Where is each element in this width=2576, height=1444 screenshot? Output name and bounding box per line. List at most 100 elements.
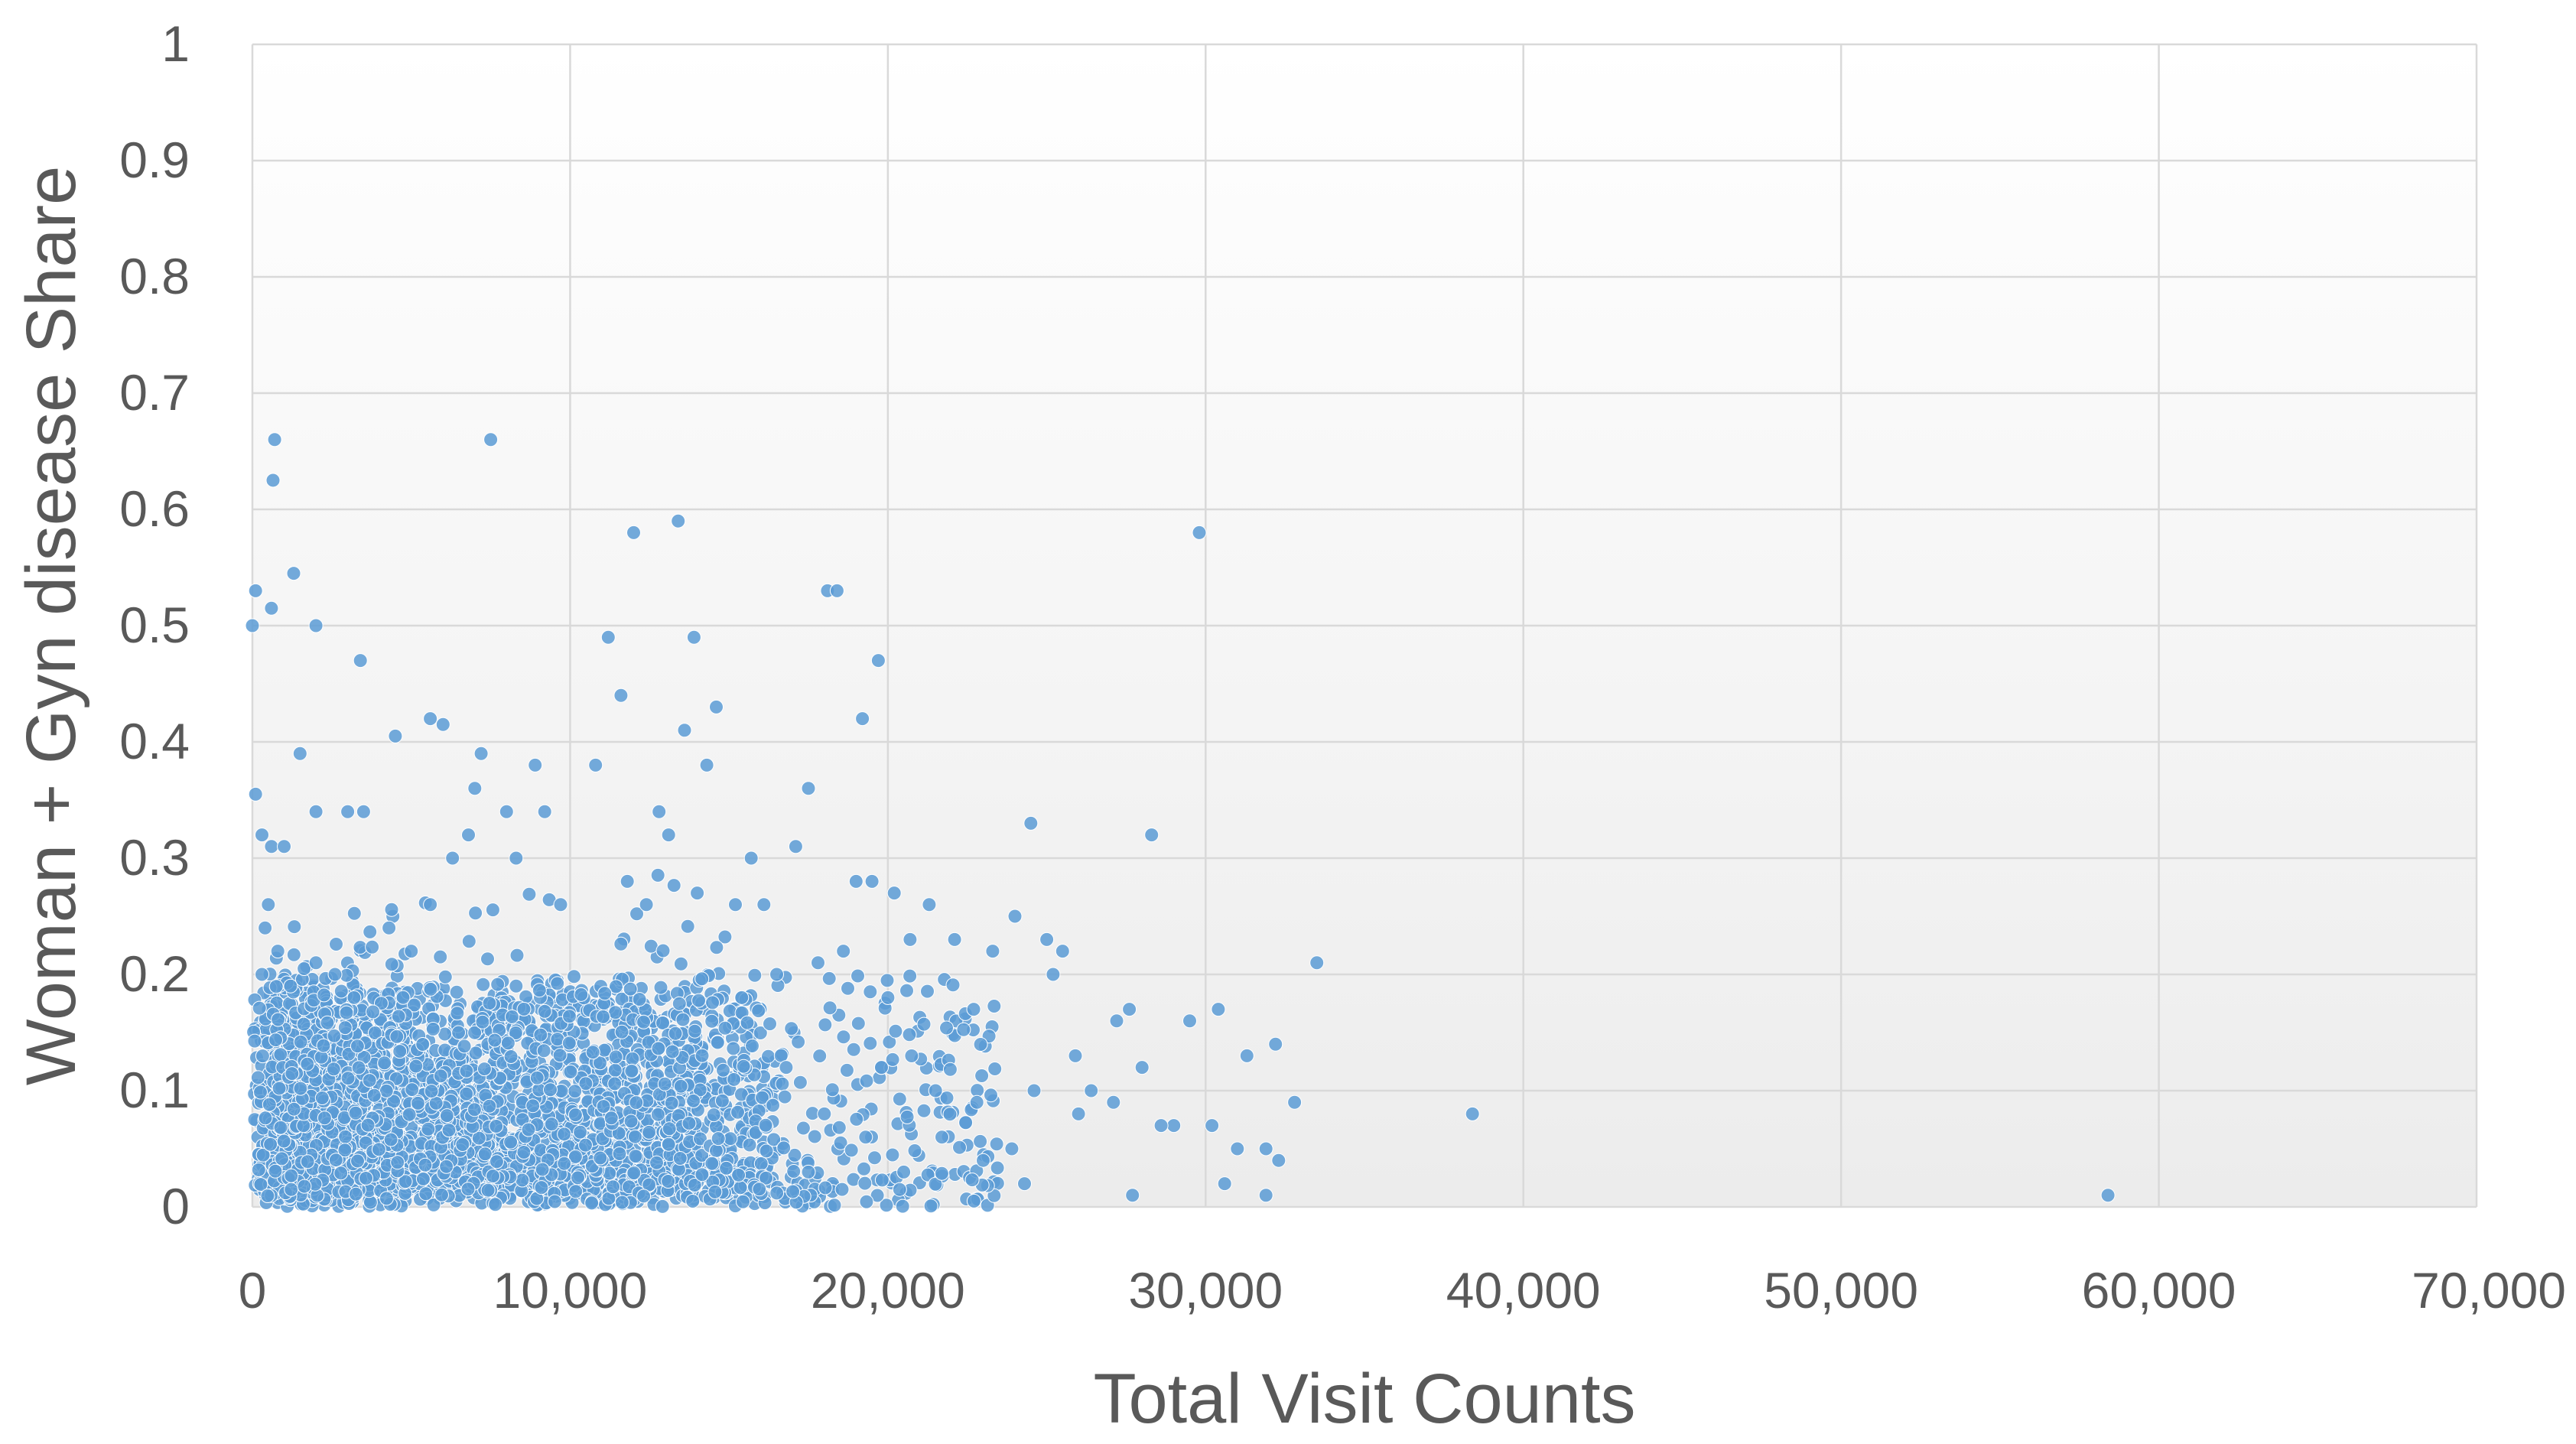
data-point <box>844 1143 859 1158</box>
data-point <box>717 929 733 945</box>
data-point <box>435 717 450 732</box>
data-point <box>709 699 724 714</box>
data-point <box>769 1185 785 1201</box>
data-point <box>508 1026 523 1040</box>
data-point <box>363 924 378 939</box>
data-point <box>437 969 453 984</box>
data-point <box>350 1153 365 1169</box>
data-point <box>377 1055 392 1071</box>
data-point <box>255 967 269 982</box>
data-point <box>1230 1141 1245 1156</box>
data-point <box>255 1147 271 1163</box>
data-point <box>608 1049 623 1065</box>
data-point <box>264 600 279 616</box>
data-point <box>382 920 397 935</box>
data-point <box>475 1014 490 1029</box>
data-point <box>356 804 371 819</box>
data-point <box>821 971 837 986</box>
data-point <box>613 936 629 951</box>
data-point <box>578 1076 594 1091</box>
data-point <box>775 1076 790 1091</box>
data-point <box>439 1159 454 1174</box>
data-point <box>423 711 438 727</box>
data-point <box>879 1198 894 1213</box>
data-point <box>607 1076 623 1091</box>
data-point <box>758 1117 773 1133</box>
data-point <box>398 1174 413 1189</box>
data-point <box>870 653 886 668</box>
data-point <box>552 1048 568 1063</box>
data-point <box>457 1039 472 1054</box>
data-point <box>1071 1106 1086 1121</box>
data-point <box>268 979 284 994</box>
data-point <box>863 1036 878 1051</box>
data-point <box>863 984 878 1000</box>
data-point <box>255 1049 270 1064</box>
data-point <box>649 1155 664 1170</box>
data-point <box>1287 1094 1303 1110</box>
data-point <box>751 1003 766 1019</box>
data-point <box>317 1111 332 1126</box>
data-point <box>833 1135 848 1150</box>
data-point <box>486 1169 500 1184</box>
data-point <box>329 937 343 951</box>
y-tick-label: 0.9 <box>119 132 190 188</box>
data-point <box>928 1176 943 1192</box>
y-tick-label: 0.1 <box>119 1062 190 1118</box>
data-point <box>857 1176 873 1191</box>
data-point <box>985 944 1000 959</box>
data-point <box>534 1180 549 1195</box>
data-point <box>473 746 489 761</box>
data-point <box>353 653 368 668</box>
data-point <box>753 1026 768 1040</box>
data-point <box>626 1166 642 1181</box>
data-point <box>515 1172 530 1188</box>
data-point <box>487 1033 503 1048</box>
data-point <box>574 987 589 1002</box>
data-point <box>776 1140 792 1156</box>
data-point <box>423 897 438 912</box>
data-point <box>476 1062 492 1077</box>
data-point <box>314 1091 330 1105</box>
data-point <box>261 897 276 912</box>
data-point <box>253 1085 268 1100</box>
data-point <box>668 1026 683 1041</box>
data-point <box>340 804 356 819</box>
data-point <box>568 1084 583 1099</box>
x-tick-label: 70,000 <box>2412 1262 2566 1319</box>
data-point <box>263 1137 278 1152</box>
data-point <box>681 1116 697 1131</box>
data-point <box>260 1189 275 1203</box>
data-point <box>459 1063 474 1078</box>
data-point <box>271 1012 286 1027</box>
data-point <box>316 1038 331 1053</box>
data-point <box>317 987 332 1003</box>
data-point <box>418 1186 434 1202</box>
data-point <box>939 1020 954 1036</box>
data-point <box>858 1130 873 1145</box>
data-point <box>653 980 668 995</box>
data-point <box>359 1171 373 1185</box>
data-point <box>1205 1118 1220 1133</box>
data-point <box>528 757 543 772</box>
data-point <box>709 1143 724 1158</box>
data-point <box>571 1170 585 1185</box>
data-point <box>752 1182 767 1197</box>
data-point <box>333 1166 349 1181</box>
data-point <box>1026 1083 1042 1098</box>
data-point <box>606 1179 620 1195</box>
data-point <box>904 1049 919 1063</box>
data-point <box>947 932 962 947</box>
data-point <box>439 1108 454 1124</box>
data-point <box>801 781 816 796</box>
data-point <box>426 1197 441 1212</box>
data-point <box>547 1194 562 1209</box>
data-point <box>650 867 665 883</box>
data-point <box>662 1121 677 1137</box>
data-point <box>251 1163 266 1177</box>
data-point <box>916 1103 932 1118</box>
data-point <box>627 1129 642 1144</box>
data-point <box>673 956 688 971</box>
x-tick-label: 0 <box>239 1262 267 1319</box>
data-point <box>418 1157 433 1172</box>
